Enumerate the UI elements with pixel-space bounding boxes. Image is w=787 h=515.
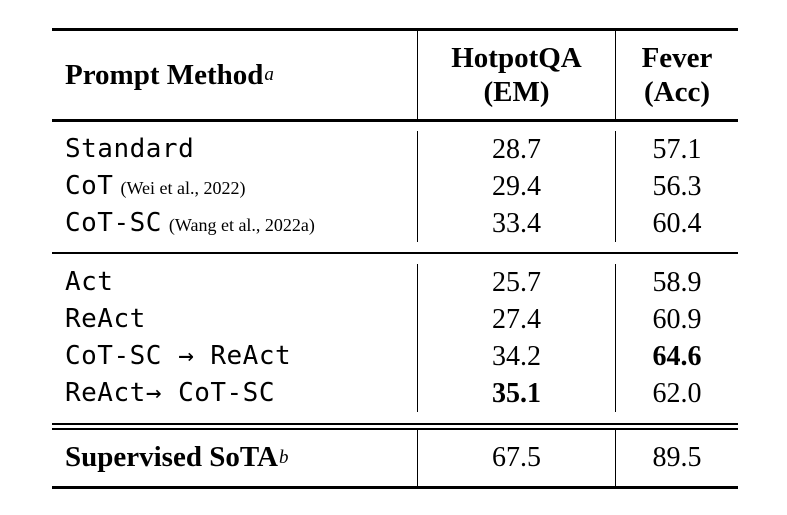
section-separator-rule	[52, 251, 738, 254]
method-citation: (Wang et al., 2022a)	[168, 214, 315, 235]
method-name: CoT-SC	[65, 207, 162, 238]
hotpotqa-value: 34.2	[492, 340, 541, 372]
section-baselines: Standard CoT (Wei et al., 2022) CoT-SC (Wa…	[52, 122, 738, 252]
header-prompt-method: Prompt Method a	[65, 58, 274, 91]
header-hotpotqa-metric: (EM)	[483, 76, 550, 108]
method-cell: CoT-SC (Wang et al., 2022a)	[52, 205, 417, 242]
top-rule	[52, 28, 738, 31]
header-hotpotqa: HotpotQA (EM)	[417, 31, 615, 119]
method-cell: ReAct	[52, 301, 417, 338]
hotpotqa-value: 33.4	[492, 207, 541, 239]
fever-value: 58.9	[652, 266, 702, 298]
method-name: CoT	[65, 170, 114, 201]
method-name: Act	[65, 266, 114, 297]
hotpotqa-column: 28.7 29.4 33.4	[417, 130, 615, 242]
supervised-hotpotqa-value: 67.5	[417, 429, 615, 486]
method-name: CoT-SC → ReAct	[65, 340, 292, 371]
hotpotqa-value: 28.7	[492, 133, 541, 165]
results-table: Prompt Method a HotpotQA (EM) Fever (Acc)…	[52, 28, 738, 489]
hotpotqa-value: 29.4	[492, 170, 541, 202]
header-prompt-method-label: Prompt Method	[65, 58, 264, 91]
method-column: Act ReAct CoT-SC → ReAct ReAct→ CoT-SC	[52, 264, 417, 412]
fever-value-best: 64.6	[652, 340, 702, 372]
method-name: ReAct→ CoT-SC	[65, 377, 275, 408]
section-react-methods: Act ReAct CoT-SC → ReAct ReAct→ CoT-SC 2…	[52, 254, 738, 423]
method-citation: (Wei et al., 2022)	[120, 177, 246, 198]
fever-column: 58.9 60.9 64.6 62.0	[615, 263, 738, 412]
table-header: Prompt Method a HotpotQA (EM) Fever (Acc)	[52, 31, 738, 119]
supervised-fever-value: 89.5	[615, 429, 738, 486]
method-cell: Act	[52, 264, 417, 301]
hotpotqa-value: 27.4	[492, 303, 541, 335]
header-separator-rule	[52, 119, 738, 122]
double-separator-rule	[52, 422, 738, 430]
method-cell: CoT-SC → ReAct	[52, 338, 417, 375]
method-cell: ReAct→ CoT-SC	[52, 375, 417, 412]
header-fever-metric: (Acc)	[643, 76, 710, 108]
fever-value: 60.4	[652, 207, 702, 239]
method-column: Standard CoT (Wei et al., 2022) CoT-SC (Wa…	[52, 131, 417, 242]
method-cell: Standard	[52, 131, 417, 168]
fever-value: 56.3	[652, 170, 702, 202]
supervised-sota-label: Supervised SoTA	[65, 441, 278, 473]
header-hotpotqa-name: HotpotQA	[451, 42, 582, 74]
bottom-rule	[52, 485, 738, 489]
supervised-sota-cell: Supervised SoTA b	[65, 441, 289, 473]
hotpotqa-value-best: 35.1	[492, 377, 541, 409]
header-fever-name: Fever	[641, 42, 713, 74]
fever-value: 60.9	[652, 303, 702, 335]
fever-value: 62.0	[652, 377, 702, 409]
fever-value: 57.1	[652, 133, 702, 165]
fever-column: 57.1 56.3 60.4	[615, 130, 738, 242]
method-cell: CoT (Wei et al., 2022)	[52, 168, 417, 205]
section-supervised-sota: Supervised SoTA b 67.5 89.5	[52, 429, 738, 486]
method-name: ReAct	[65, 303, 146, 334]
header-fever: Fever (Acc)	[615, 31, 738, 119]
method-name: Standard	[65, 133, 195, 164]
hotpotqa-column: 25.7 27.4 34.2 35.1	[417, 263, 615, 412]
hotpotqa-value: 25.7	[492, 266, 541, 298]
